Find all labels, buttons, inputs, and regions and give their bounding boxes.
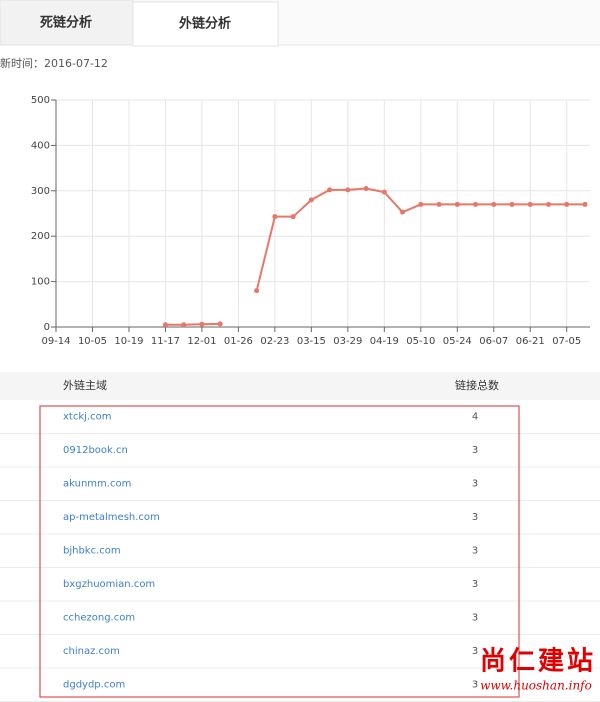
data-point [199,321,205,327]
x-tick-label: 03-15 [297,336,326,347]
watermark-title: 尚仁建站 [480,647,596,677]
domain-link[interactable]: ap-metalmesh.com [63,512,160,523]
y-tick-label: 400 [31,140,50,151]
data-point [308,197,314,203]
y-tick-label: 0 [44,322,50,333]
data-point [509,201,515,207]
data-point [436,201,442,207]
data-point [272,214,278,220]
tab-label[interactable]: 外链分析 [178,16,231,32]
link-count: 3 [472,613,478,624]
table-header-cell: 外链主域 [63,378,107,392]
highlight-box [39,405,520,698]
data-point [491,201,497,207]
domain-link[interactable]: xtckj.com [63,412,111,423]
watermark-url: www.huoshan.info [480,679,592,693]
data-point [564,201,570,207]
domain-link[interactable]: 0912book.cn [63,445,128,456]
data-point [162,322,168,328]
series-line [165,187,585,326]
table-header-cell: 链接总数 [455,378,499,392]
tab[interactable] [0,0,134,46]
tab-active[interactable] [132,1,279,47]
y-tick-label: 300 [31,186,50,197]
data-point [400,209,406,215]
x-tick-label: 11-17 [151,336,180,347]
domain-link[interactable]: bxgzhuomian.com [63,579,155,590]
data-point [181,322,187,328]
data-point [454,201,460,207]
x-tick-label: 06-21 [516,336,545,347]
x-tick-label: 10-19 [114,336,143,347]
link-count: 3 [472,579,478,590]
x-tick-label: 01-26 [224,336,253,347]
x-tick-label: 06-07 [479,336,508,347]
update-time: 新时间：2016-07-12 [0,56,108,70]
x-tick-label: 03-29 [333,336,362,347]
data-point [527,201,533,207]
x-tick-label: 05-24 [443,336,472,347]
x-tick-label: 05-10 [406,336,435,347]
data-point [545,201,551,207]
link-count: 3 [472,546,478,557]
tab-label[interactable]: 死链分析 [40,15,92,31]
x-tick-label: 02-23 [260,336,289,347]
y-tick-label: 200 [31,231,50,242]
domain-link[interactable]: chinaz.com [63,646,120,657]
x-tick-label: 12-01 [187,336,216,347]
data-point [254,288,260,294]
data-point [217,321,223,327]
data-point [363,186,369,192]
table-body: xtckj.com 4 0912book.cn 3 akunmm.com 3 ap-meta… [0,412,600,702]
link-count: 3 [472,479,478,490]
data-point [327,187,333,193]
link-count: 3 [472,512,478,523]
link-count: 3 [472,445,478,456]
data-point [473,201,479,207]
link-count: 3 [472,680,478,691]
link-count: 4 [472,412,478,423]
x-tick-label: 09-14 [41,336,70,347]
chart: 0 100 200 300 400 500 09-14 10-05 10-19 11-17 12-0… [31,95,590,347]
data-point [418,201,424,207]
x-tick-label: 07-05 [552,336,581,347]
link-count: 3 [472,646,478,657]
data-point [381,189,387,195]
domain-link[interactable]: cchezong.com [63,613,135,624]
y-tick-label: 500 [31,95,50,106]
data-point [345,187,351,193]
table-header [0,372,600,400]
y-tick-label: 100 [31,277,50,288]
data-point [582,201,588,207]
data-point [290,214,296,220]
domain-link[interactable]: akunmm.com [63,479,131,490]
domain-link[interactable]: bjhbkc.com [63,546,121,557]
domain-link[interactable]: dgdydp.com [63,680,125,691]
x-tick-label: 04-19 [370,336,399,347]
x-tick-label: 10-05 [78,336,107,347]
